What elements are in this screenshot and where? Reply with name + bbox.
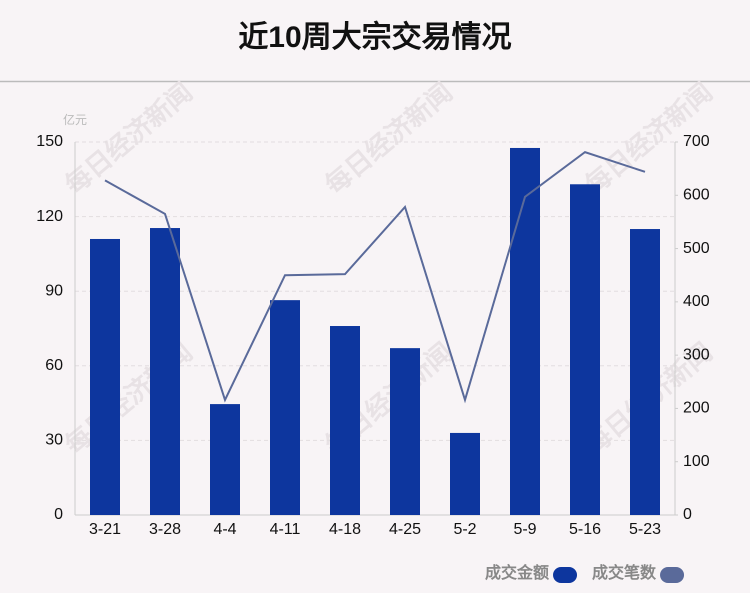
x-tick-label: 5-2 (453, 521, 476, 538)
x-tick-label: 5-16 (569, 521, 601, 538)
bar (630, 229, 660, 516)
y-tick-label: 150 (36, 133, 63, 150)
legend-swatch (553, 567, 578, 583)
chart-title: 近10周大宗交易情况 (238, 20, 511, 54)
y-tick-label: 30 (45, 432, 63, 449)
bar (330, 326, 360, 515)
x-tick-label: 4-11 (270, 521, 301, 538)
bar (570, 184, 600, 516)
y2-tick-label: 500 (683, 240, 710, 257)
legend-label: 成交笔数 (592, 563, 657, 582)
y2-tick-label: 0 (683, 506, 692, 523)
y-tick-label: 0 (54, 506, 63, 523)
x-tick-label: 4-4 (213, 521, 236, 538)
legend-label: 成交金额 (485, 563, 549, 582)
x-tick-label: 5-9 (513, 521, 536, 538)
y-tick-label: 90 (45, 282, 63, 299)
bar (90, 238, 120, 516)
y-tick-label: 120 (36, 208, 63, 225)
x-tick-label: 3-28 (149, 521, 181, 538)
y2-tick-label: 200 (683, 400, 710, 417)
bar (390, 348, 420, 515)
bar (450, 432, 480, 515)
y-unit: 亿元 (63, 112, 87, 127)
bar (510, 147, 540, 515)
bar (150, 228, 180, 515)
y2-tick-label: 300 (683, 346, 710, 363)
y2-tick-label: 600 (683, 187, 710, 204)
x-tick-label: 5-23 (629, 521, 661, 538)
bar (210, 404, 240, 515)
x-tick-label: 4-18 (329, 521, 361, 538)
x-tick-label: 3-21 (89, 521, 121, 538)
y2-tick-label: 100 (683, 453, 710, 470)
line (104, 151, 646, 404)
x-tick-label: 4-25 (389, 521, 421, 538)
y2-tick-label: 400 (683, 293, 710, 310)
y2-tick-label: 700 (683, 133, 710, 150)
y-tick-label: 60 (45, 357, 63, 374)
bar (270, 300, 300, 515)
legend-swatch (660, 567, 685, 583)
